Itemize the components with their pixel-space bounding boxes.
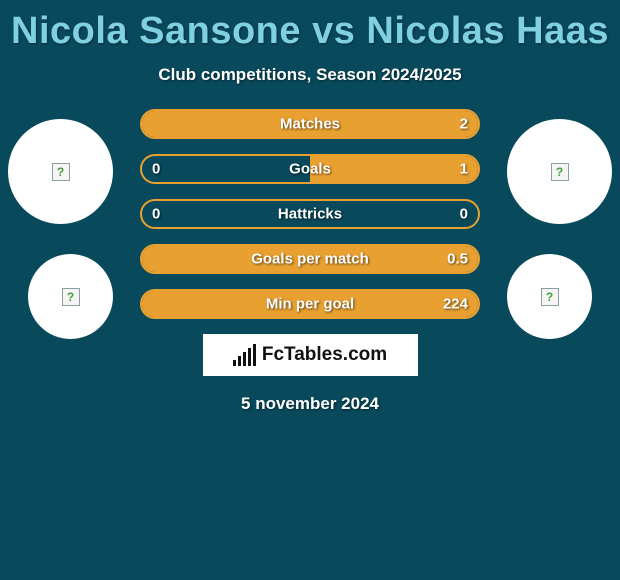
stat-row: Goals per match 0.5 bbox=[140, 244, 480, 274]
stat-value-right: 2 bbox=[460, 116, 468, 133]
branding-text: FcTables.com bbox=[262, 344, 387, 366]
stat-label: Goals bbox=[289, 161, 331, 178]
stat-value-right: 0.5 bbox=[447, 251, 468, 268]
stat-row: 0 Goals 1 bbox=[140, 154, 480, 184]
stat-value-left: 0 bbox=[152, 161, 160, 178]
stat-label: Min per goal bbox=[266, 296, 354, 313]
stat-value-right: 224 bbox=[443, 296, 468, 313]
stat-row: Matches 2 bbox=[140, 109, 480, 139]
broken-image-icon: ? bbox=[551, 163, 569, 181]
player1-photo: ? bbox=[8, 119, 113, 224]
player2-club-logo: ? bbox=[507, 254, 592, 339]
stat-label: Hattricks bbox=[278, 206, 342, 223]
comparison-panel: ? ? ? ? Matches 2 0 Goals 1 0 Hattricks 0 Goals … bbox=[0, 109, 620, 414]
stat-value-right: 0 bbox=[460, 206, 468, 223]
broken-image-icon: ? bbox=[541, 288, 559, 306]
stat-label: Matches bbox=[280, 116, 340, 133]
branding-badge: FcTables.com bbox=[203, 334, 418, 376]
broken-image-icon: ? bbox=[62, 288, 80, 306]
chart-bars-icon bbox=[233, 344, 256, 366]
stat-value-right: 1 bbox=[460, 161, 468, 178]
broken-image-icon: ? bbox=[52, 163, 70, 181]
stat-row: 0 Hattricks 0 bbox=[140, 199, 480, 229]
stat-value-left: 0 bbox=[152, 206, 160, 223]
stat-fill-right bbox=[310, 156, 478, 182]
stat-row: Min per goal 224 bbox=[140, 289, 480, 319]
page-title: Nicola Sansone vs Nicolas Haas bbox=[0, 0, 620, 53]
update-date: 5 november 2024 bbox=[0, 394, 620, 414]
player1-club-logo: ? bbox=[28, 254, 113, 339]
player2-photo: ? bbox=[507, 119, 612, 224]
stat-label: Goals per match bbox=[251, 251, 369, 268]
stats-list: Matches 2 0 Goals 1 0 Hattricks 0 Goals per matc… bbox=[140, 109, 480, 319]
page-subtitle: Club competitions, Season 2024/2025 bbox=[0, 65, 620, 85]
